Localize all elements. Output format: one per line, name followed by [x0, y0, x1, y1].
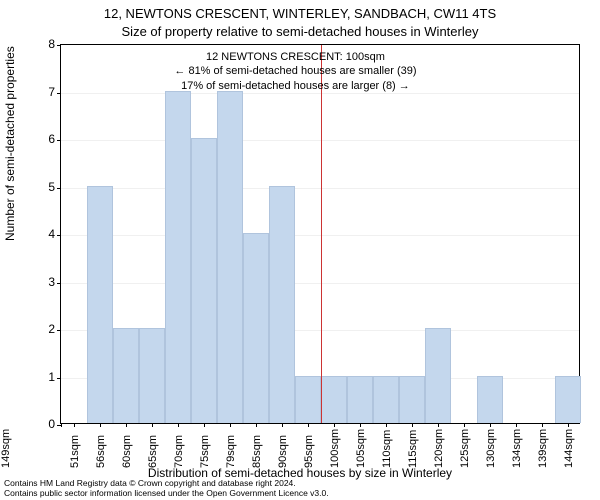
ytick-label: 1: [35, 370, 55, 384]
xtick-label: 125sqm: [459, 429, 471, 468]
xtick-mark: [152, 423, 153, 427]
reference-line: [321, 45, 322, 423]
histogram-bar: [217, 91, 243, 424]
ytick-mark: [57, 283, 61, 284]
histogram-bar: [139, 328, 165, 423]
xtick-mark: [438, 423, 439, 427]
xtick-label: 139sqm: [537, 429, 549, 468]
histogram-bar: [373, 376, 399, 424]
chart-plot-area: [60, 44, 580, 424]
annotation-box: 12 NEWTONS CRESCENT: 100sqm← 81% of semi…: [174, 50, 416, 93]
xtick-label: 51sqm: [69, 435, 81, 468]
xtick-mark: [386, 423, 387, 427]
ytick-label: 8: [35, 37, 55, 51]
xtick-mark: [308, 423, 309, 427]
histogram-bar: [113, 328, 139, 423]
histogram-bar: [347, 376, 373, 424]
xtick-mark: [204, 423, 205, 427]
footer-line1: Contains HM Land Registry data © Crown c…: [4, 478, 329, 488]
xtick-mark: [61, 423, 62, 427]
annotation-line2: ← 81% of semi-detached houses are smalle…: [174, 64, 416, 78]
xtick-mark: [542, 423, 543, 427]
ytick-label: 0: [35, 417, 55, 431]
annotation-line1: 12 NEWTONS CRESCENT: 100sqm: [174, 50, 416, 64]
xtick-mark: [126, 423, 127, 427]
xtick-mark: [230, 423, 231, 427]
gridline: [61, 235, 579, 236]
xtick-label: 95sqm: [303, 435, 315, 468]
gridline: [61, 188, 579, 189]
ytick-mark: [57, 93, 61, 94]
ytick-label: 5: [35, 180, 55, 194]
footer-line2: Contains public sector information licen…: [4, 488, 329, 498]
xtick-mark: [74, 423, 75, 427]
xtick-label: 115sqm: [407, 430, 419, 468]
histogram-bar: [425, 328, 451, 423]
xtick-label: 130sqm: [485, 429, 497, 468]
histogram-bar: [269, 186, 295, 424]
ytick-mark: [57, 140, 61, 141]
histogram-bar: [321, 376, 347, 424]
xtick-label: 65sqm: [147, 435, 159, 468]
histogram-bar: [191, 138, 217, 423]
xtick-mark: [334, 423, 335, 427]
ytick-mark: [57, 378, 61, 379]
annotation-line3: 17% of semi-detached houses are larger (…: [174, 79, 416, 93]
xtick-mark: [568, 423, 569, 427]
xtick-label: 105sqm: [355, 429, 367, 468]
ytick-label: 3: [35, 275, 55, 289]
xtick-mark: [360, 423, 361, 427]
chart-title-line2: Size of property relative to semi-detach…: [0, 24, 600, 39]
xtick-mark: [256, 423, 257, 427]
ytick-label: 2: [35, 322, 55, 336]
y-axis-label: Number of semi-detached properties: [3, 46, 17, 241]
xtick-mark: [464, 423, 465, 427]
xtick-label: 100sqm: [329, 429, 341, 468]
ytick-mark: [57, 188, 61, 189]
histogram-bar: [165, 91, 191, 424]
xtick-label: 149sqm: [0, 429, 12, 468]
ytick-label: 4: [35, 227, 55, 241]
ytick-mark: [57, 45, 61, 46]
xtick-mark: [490, 423, 491, 427]
xtick-label: 60sqm: [121, 435, 133, 468]
xtick-label: 144sqm: [563, 429, 575, 468]
ytick-label: 6: [35, 132, 55, 146]
ytick-mark: [57, 330, 61, 331]
histogram-bar: [295, 376, 321, 424]
xtick-label: 120sqm: [433, 429, 445, 468]
histogram-bar: [87, 186, 113, 424]
xtick-label: 90sqm: [277, 435, 289, 468]
xtick-label: 70sqm: [173, 435, 185, 468]
ytick-mark: [57, 235, 61, 236]
xtick-mark: [412, 423, 413, 427]
xtick-label: 85sqm: [251, 435, 263, 468]
ytick-label: 7: [35, 85, 55, 99]
histogram-bar: [555, 376, 581, 424]
gridline: [61, 283, 579, 284]
xtick-mark: [100, 423, 101, 427]
gridline: [61, 140, 579, 141]
histogram-bar: [477, 376, 503, 424]
xtick-label: 79sqm: [225, 435, 237, 468]
xtick-label: 110sqm: [381, 430, 393, 468]
histogram-bar: [399, 376, 425, 424]
footer-attribution: Contains HM Land Registry data © Crown c…: [4, 478, 329, 498]
xtick-mark: [282, 423, 283, 427]
histogram-bar: [243, 233, 269, 423]
chart-title-line1: 12, NEWTONS CRESCENT, WINTERLEY, SANDBAC…: [0, 6, 600, 21]
xtick-mark: [178, 423, 179, 427]
xtick-mark: [516, 423, 517, 427]
xtick-label: 56sqm: [95, 435, 107, 468]
xtick-label: 134sqm: [511, 429, 523, 468]
xtick-label: 75sqm: [199, 435, 211, 468]
